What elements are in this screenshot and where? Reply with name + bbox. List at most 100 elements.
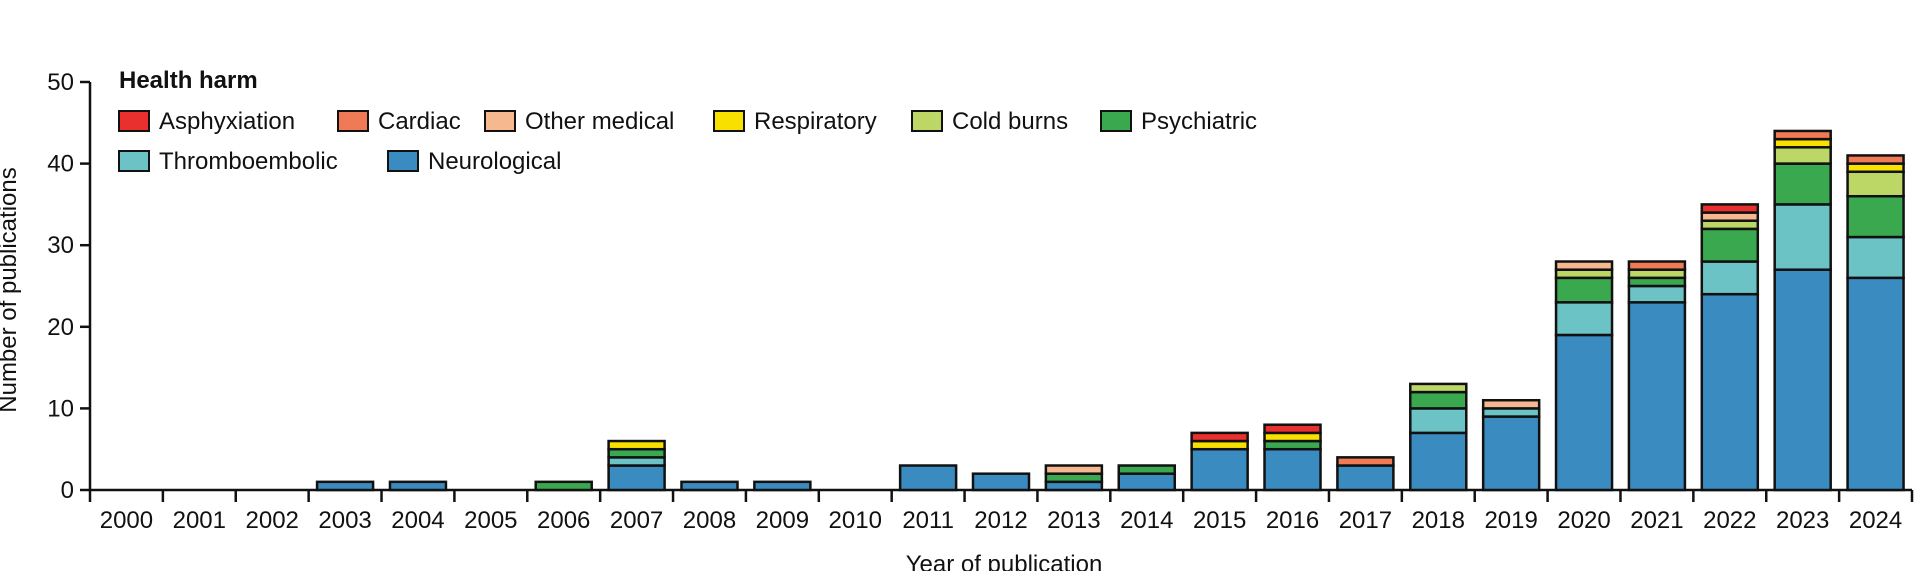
x-tick-label: 2021 (1630, 507, 1683, 534)
x-tick-label: 2007 (610, 507, 663, 534)
legend-swatch (118, 150, 150, 172)
bar-segment (1190, 447, 1249, 492)
bar-segment (971, 472, 1031, 492)
bar-segment (1846, 194, 1905, 239)
bar-segment (1409, 382, 1468, 394)
x-tick-label: 2022 (1703, 507, 1756, 534)
x-tick-label: 2004 (391, 507, 444, 534)
x-axis-title: Year of publication (906, 551, 1103, 571)
legend-swatch (911, 110, 943, 132)
x-tick-label: 2008 (683, 507, 736, 534)
legend-swatch (387, 150, 419, 172)
legend-label: Asphyxiation (159, 108, 295, 135)
x-tick-label: 2003 (318, 507, 371, 534)
bar-segment (1846, 276, 1905, 492)
legend-label: Psychiatric (1141, 108, 1257, 135)
y-tick-label: 30 (47, 232, 74, 259)
y-axis-title: Number of publications (0, 167, 22, 412)
x-tick-label: 2012 (974, 507, 1027, 534)
x-tick-label: 2020 (1557, 507, 1610, 534)
legend-title: Health harm (119, 67, 258, 94)
bar-segment (534, 480, 593, 492)
x-tick-label: 2016 (1266, 507, 1319, 534)
bar-segment (1627, 301, 1687, 492)
x-tick-label: 2018 (1412, 507, 1465, 534)
bar-segment (1554, 260, 1614, 271)
legend-swatch (1100, 110, 1132, 132)
x-tick-label: 2024 (1849, 507, 1902, 534)
x-tick-label: 2011 (902, 507, 954, 534)
legend: Health harm Asphyxiation Cardiac Other med… (118, 67, 1257, 175)
x-tick-label: 2010 (829, 507, 882, 534)
bar-segment (1773, 203, 1832, 271)
bar-segment (607, 464, 666, 492)
legend-swatch (118, 110, 150, 132)
legend-label: Respiratory (754, 108, 877, 135)
y-tick-label: 10 (47, 395, 74, 422)
x-tick-label: 2014 (1120, 507, 1173, 534)
bar-segment (1554, 333, 1614, 492)
bar-segment (1773, 146, 1832, 165)
bar-segment (1700, 227, 1760, 263)
bar-segment (1700, 260, 1760, 296)
bar-segment (1846, 235, 1905, 280)
bar-segment (607, 439, 666, 451)
bar-segment (1481, 415, 1541, 492)
y-tick-label: 0 (61, 477, 74, 504)
bar-segment (1336, 456, 1395, 467)
x-tick-label: 2013 (1047, 507, 1100, 534)
bar-segment (1409, 390, 1468, 410)
bar-segment (315, 480, 375, 492)
bar-segment (1773, 129, 1832, 141)
bar-segment (1627, 284, 1687, 304)
bar-segment (1846, 154, 1905, 165)
bar-segment (898, 464, 958, 492)
x-ticks: 2000 2001 2002 2003 2004 2005 2006 2007 2008 2009… (88, 490, 1914, 534)
legend-label: Thromboembolic (159, 148, 338, 175)
x-tick-label: 2001 (173, 507, 226, 534)
bar-segment (1117, 472, 1177, 492)
x-tick-label: 2000 (100, 507, 153, 534)
bar-segment (1409, 407, 1468, 435)
bars (315, 129, 1905, 492)
y-tick-label: 50 (47, 69, 74, 96)
bar-segment (1336, 464, 1395, 492)
legend-swatch (484, 110, 516, 132)
legend-label: Cold burns (952, 108, 1068, 135)
bar-segment (1263, 447, 1322, 492)
x-tick-label: 2009 (756, 507, 809, 534)
x-tick-label: 2002 (246, 507, 299, 534)
legend-label: Neurological (428, 148, 561, 175)
bar-segment (1700, 292, 1760, 492)
bar-segment (1409, 431, 1468, 492)
bar-segment (1700, 203, 1760, 214)
legend-swatch (337, 110, 369, 132)
bar-segment (1481, 398, 1541, 410)
y-ticks: 0 10 20 30 40 50 (47, 69, 90, 504)
x-tick-label: 2005 (464, 507, 517, 534)
bar-segment (680, 480, 739, 492)
y-tick-label: 40 (47, 151, 74, 178)
bar-segment (1773, 162, 1832, 206)
bar-segment (753, 480, 812, 492)
bar-segment (1627, 260, 1687, 271)
legend-label: Cardiac (378, 108, 461, 135)
x-tick-label: 2006 (537, 507, 590, 534)
bar-segment (1190, 431, 1249, 443)
bar-segment (1554, 276, 1614, 304)
legend-swatch (713, 110, 745, 132)
x-tick-label: 2017 (1339, 507, 1392, 534)
legend-label: Other medical (525, 108, 674, 135)
bar-segment (1117, 464, 1177, 475)
x-tick-label: 2023 (1776, 507, 1829, 534)
bar-segment (1846, 170, 1905, 198)
bar-segment (388, 480, 448, 492)
bar-segment (1773, 268, 1832, 492)
x-tick-label: 2015 (1193, 507, 1246, 534)
bar-segment (1263, 423, 1322, 435)
y-tick-label: 20 (47, 314, 74, 341)
bar-segment (1554, 301, 1614, 337)
x-tick-label: 2019 (1484, 507, 1537, 534)
bar-segment (1044, 464, 1104, 475)
